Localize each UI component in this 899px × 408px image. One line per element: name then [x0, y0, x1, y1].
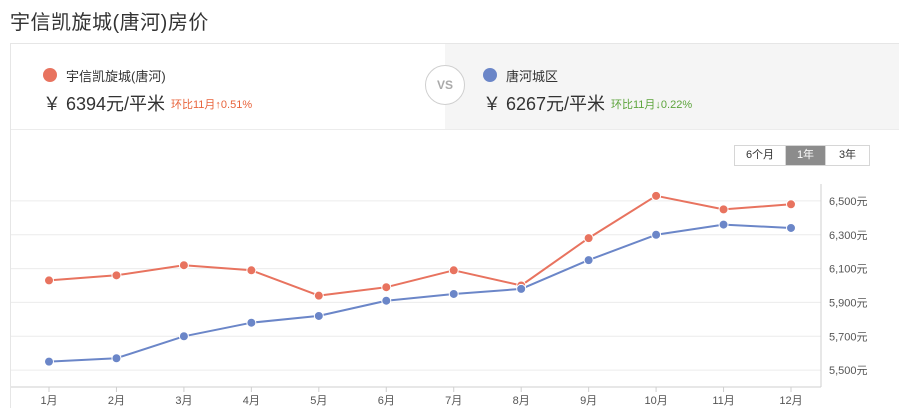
data-point[interactable] — [718, 219, 729, 230]
compare-left-price: ￥ 6394元/平米 — [43, 94, 166, 114]
comparison-header: 宇信凯旋城(唐河) ￥ 6394元/平米 环比11月↑0.51% 唐河城区 ￥ … — [11, 44, 899, 130]
data-point[interactable] — [246, 317, 257, 328]
compare-right-card: 唐河城区 ￥ 6267元/平米 环比11月↓0.22% — [445, 44, 899, 129]
data-point[interactable] — [448, 288, 459, 299]
data-point[interactable] — [111, 353, 122, 364]
data-point[interactable] — [111, 270, 122, 281]
compare-left-change: 环比11月↑0.51% — [171, 99, 253, 111]
series-line-project — [48, 194, 792, 297]
data-point[interactable] — [786, 222, 796, 233]
series-dot-right — [483, 68, 497, 82]
range-tab-3-years[interactable]: 3年 — [825, 146, 869, 165]
price-line-chart: 5,500元 5,700元 5,900元 6,100元 6,300元 6,500元 1月 2月… — [11, 184, 868, 407]
x-tick-label: 9月 — [580, 395, 597, 407]
data-point[interactable] — [246, 265, 257, 276]
y-tick-label: 5,900元 — [829, 297, 868, 309]
price-panel: 宇信凯旋城(唐河) ￥ 6394元/平米 环比11月↑0.51% 唐河城区 ￥ … — [10, 43, 899, 408]
compare-left-card: 宇信凯旋城(唐河) ￥ 6394元/平米 环比11月↑0.51% — [11, 44, 445, 129]
data-point[interactable] — [44, 356, 54, 367]
data-point[interactable] — [381, 295, 392, 306]
x-tick-label: 3月 — [175, 395, 192, 407]
y-tick-label: 6,500元 — [829, 196, 868, 208]
data-point[interactable] — [583, 233, 594, 244]
x-tick-label: 1月 — [40, 395, 57, 407]
x-tick-label: 10月 — [644, 395, 667, 407]
data-point[interactable] — [313, 310, 324, 321]
range-tab-1-year[interactable]: 1年 — [785, 146, 825, 165]
compare-right-change: 环比11月↓0.22% — [611, 99, 693, 111]
x-tick-label: 5月 — [310, 395, 327, 407]
data-point[interactable] — [44, 275, 54, 286]
series-dot-left — [43, 68, 57, 82]
data-point[interactable] — [313, 290, 324, 301]
compare-right-name: 唐河城区 — [506, 69, 559, 84]
x-tick-label: 6月 — [378, 395, 395, 407]
data-point[interactable] — [516, 283, 527, 294]
compare-right-price: ￥ 6267元/平米 — [483, 94, 606, 114]
series-line-district — [48, 223, 792, 363]
time-range-tabs: 6个月 1年 3年 — [734, 145, 870, 166]
y-tick-label: 6,100元 — [829, 264, 868, 276]
y-tick-label: 6,300元 — [829, 230, 868, 242]
data-point[interactable] — [651, 229, 662, 240]
compare-left-name: 宇信凯旋城(唐河) — [66, 69, 166, 84]
page-title: 宇信凯旋城(唐河)房价 — [10, 12, 209, 34]
y-tick-label: 5,700元 — [829, 331, 868, 343]
range-tab-6-months[interactable]: 6个月 — [735, 146, 785, 165]
data-point[interactable] — [583, 255, 594, 266]
data-point[interactable] — [448, 265, 459, 276]
x-tick-label: 11月 — [712, 395, 734, 407]
data-point[interactable] — [178, 331, 189, 342]
data-point[interactable] — [651, 190, 662, 201]
y-tick-label: 5,500元 — [829, 365, 868, 377]
x-tick-label: 4月 — [243, 395, 260, 407]
x-tick-label: 2月 — [108, 395, 125, 407]
vs-badge: VS — [425, 65, 465, 105]
data-point[interactable] — [178, 260, 189, 271]
x-tick-label: 7月 — [445, 395, 462, 407]
data-point[interactable] — [381, 282, 392, 293]
data-point[interactable] — [718, 204, 729, 215]
x-tick-label: 8月 — [513, 395, 530, 407]
data-point[interactable] — [786, 199, 796, 210]
x-tick-label: 12月 — [779, 395, 802, 407]
